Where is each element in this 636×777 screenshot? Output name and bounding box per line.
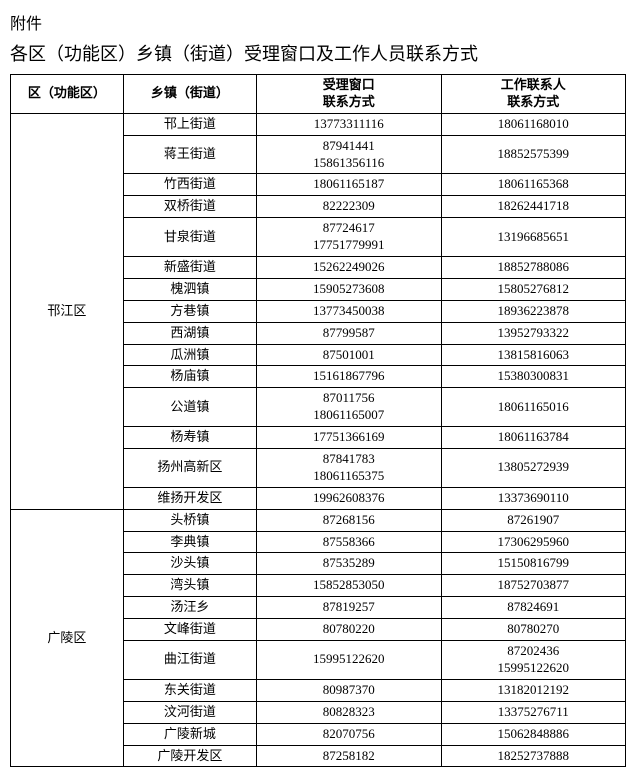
staff-contact-cell: 87824691: [441, 597, 626, 619]
staff-contact-cell: 15150816799: [441, 553, 626, 575]
town-cell: 维扬开发区: [123, 487, 256, 509]
staff-contact-cell: 15805276812: [441, 278, 626, 300]
window-contact-cell: 15262249026: [257, 257, 442, 279]
staff-contact-cell: 18852575399: [441, 135, 626, 174]
town-cell: 杨寿镇: [123, 427, 256, 449]
window-contact-cell: 17751366169: [257, 427, 442, 449]
staff-contact-cell: 13815816063: [441, 344, 626, 366]
staff-contact-cell: 17306295960: [441, 531, 626, 553]
staff-contact-cell: 18262441718: [441, 196, 626, 218]
window-contact-cell: 82222309: [257, 196, 442, 218]
town-cell: 蒋王街道: [123, 135, 256, 174]
town-cell: 文峰街道: [123, 619, 256, 641]
window-contact-cell: 87501001: [257, 344, 442, 366]
staff-contact-cell: 18061168010: [441, 113, 626, 135]
window-contact-cell: 15852853050: [257, 575, 442, 597]
staff-contact-cell: 15062848886: [441, 723, 626, 745]
town-cell: 公道镇: [123, 388, 256, 427]
town-cell: 新盛街道: [123, 257, 256, 279]
staff-contact-cell: 13196685651: [441, 218, 626, 257]
window-contact-cell: 87819257: [257, 597, 442, 619]
window-contact-cell: 15905273608: [257, 278, 442, 300]
page-title: 各区（功能区）乡镇（街道）受理窗口及工作人员联系方式: [10, 40, 626, 66]
town-cell: 李典镇: [123, 531, 256, 553]
staff-contact-cell: 18061165016: [441, 388, 626, 427]
town-cell: 邗上街道: [123, 113, 256, 135]
staff-contact-cell: 18061165368: [441, 174, 626, 196]
window-contact-cell: 18061165187: [257, 174, 442, 196]
town-cell: 杨庙镇: [123, 366, 256, 388]
staff-contact-cell: 15380300831: [441, 366, 626, 388]
window-contact-cell: 87558366: [257, 531, 442, 553]
window-contact-cell: 13773450038: [257, 300, 442, 322]
town-cell: 槐泗镇: [123, 278, 256, 300]
staff-contact-cell: 87202436 15995122620: [441, 641, 626, 680]
attachment-label: 附件: [10, 10, 626, 34]
staff-contact-cell: 13182012192: [441, 679, 626, 701]
window-contact-cell: 80828323: [257, 701, 442, 723]
staff-contact-cell: 13375276711: [441, 701, 626, 723]
col-town: 乡镇（街道）: [123, 75, 256, 114]
town-cell: 东关街道: [123, 679, 256, 701]
town-cell: 双桥街道: [123, 196, 256, 218]
staff-contact-cell: 18852788086: [441, 257, 626, 279]
table-header-row: 区（功能区） 乡镇（街道） 受理窗口 联系方式 工作联系人 联系方式: [11, 75, 626, 114]
window-contact-cell: 87268156: [257, 509, 442, 531]
town-cell: 瓜洲镇: [123, 344, 256, 366]
town-cell: 沙头镇: [123, 553, 256, 575]
window-contact-cell: 87799587: [257, 322, 442, 344]
window-contact-cell: 13773311116: [257, 113, 442, 135]
staff-contact-cell: 18252737888: [441, 745, 626, 767]
town-cell: 方巷镇: [123, 300, 256, 322]
town-cell: 竹西街道: [123, 174, 256, 196]
window-contact-cell: 15995122620: [257, 641, 442, 680]
town-cell: 曲江街道: [123, 641, 256, 680]
contact-table: 区（功能区） 乡镇（街道） 受理窗口 联系方式 工作联系人 联系方式 邗江区邗上…: [10, 74, 626, 767]
window-contact-cell: 19962608376: [257, 487, 442, 509]
town-cell: 甘泉街道: [123, 218, 256, 257]
staff-contact-cell: 18752703877: [441, 575, 626, 597]
town-cell: 西湖镇: [123, 322, 256, 344]
window-contact-cell: 87258182: [257, 745, 442, 767]
window-contact-cell: 87841783 18061165375: [257, 449, 442, 488]
town-cell: 扬州高新区: [123, 449, 256, 488]
staff-contact-cell: 80780270: [441, 619, 626, 641]
staff-contact-cell: 13373690110: [441, 487, 626, 509]
staff-contact-cell: 13952793322: [441, 322, 626, 344]
staff-contact-cell: 13805272939: [441, 449, 626, 488]
window-contact-cell: 87941441 15861356116: [257, 135, 442, 174]
col-district: 区（功能区）: [11, 75, 124, 114]
col-window: 受理窗口 联系方式: [257, 75, 442, 114]
district-cell: 广陵区: [11, 509, 124, 767]
staff-contact-cell: 18936223878: [441, 300, 626, 322]
staff-contact-cell: 18061163784: [441, 427, 626, 449]
window-contact-cell: 80987370: [257, 679, 442, 701]
table-row: 广陵区头桥镇8726815687261907: [11, 509, 626, 531]
town-cell: 汤汪乡: [123, 597, 256, 619]
town-cell: 广陵新城: [123, 723, 256, 745]
staff-contact-cell: 87261907: [441, 509, 626, 531]
town-cell: 广陵开发区: [123, 745, 256, 767]
window-contact-cell: 87724617 17751779991: [257, 218, 442, 257]
window-contact-cell: 80780220: [257, 619, 442, 641]
window-contact-cell: 15161867796: [257, 366, 442, 388]
town-cell: 头桥镇: [123, 509, 256, 531]
district-cell: 邗江区: [11, 113, 124, 509]
town-cell: 湾头镇: [123, 575, 256, 597]
table-row: 邗江区邗上街道1377331111618061168010: [11, 113, 626, 135]
window-contact-cell: 82070756: [257, 723, 442, 745]
window-contact-cell: 87535289: [257, 553, 442, 575]
col-staff: 工作联系人 联系方式: [441, 75, 626, 114]
window-contact-cell: 87011756 18061165007: [257, 388, 442, 427]
town-cell: 汶河街道: [123, 701, 256, 723]
